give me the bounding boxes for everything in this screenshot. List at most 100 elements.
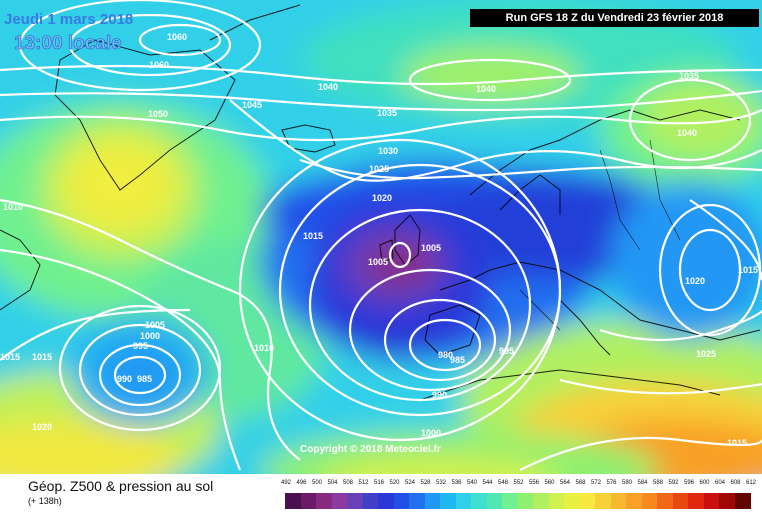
legend-swatch <box>502 493 518 509</box>
pressure-label: 1020 <box>32 422 52 432</box>
legend-swatch <box>719 493 735 509</box>
legend-tick-label: 552 <box>513 480 524 486</box>
legend-tick-label: 568 <box>575 480 586 486</box>
legend-swatch <box>285 493 301 509</box>
pressure-label: 1015 <box>738 265 758 275</box>
legend-swatch <box>595 493 611 509</box>
legend-swatch <box>471 493 487 509</box>
pressure-label: 1000 <box>140 331 160 341</box>
legend-tick-label: 496 <box>296 480 307 486</box>
legend-tick-label: 600 <box>699 480 710 486</box>
pressure-label: 985 <box>450 355 465 365</box>
legend-tick-label: 524 <box>405 480 416 486</box>
legend-swatch <box>657 493 673 509</box>
legend-tick-label: 512 <box>358 480 369 486</box>
pressure-label: 1005 <box>368 257 388 267</box>
legend-swatch <box>440 493 456 509</box>
pressure-label: 1015 <box>303 231 323 241</box>
pressure-label: 995 <box>499 346 514 356</box>
color-scale-legend: 492 496 500 504 508 512 516 520 524 528 532 536 540 5… <box>281 476 756 510</box>
legend-tick-label: 536 <box>451 480 462 486</box>
legend-tick-label: 544 <box>482 480 493 486</box>
pressure-label: 1000 <box>421 428 441 438</box>
pressure-label: 1015 <box>727 438 747 448</box>
legend-tick-label: 608 <box>730 480 741 486</box>
legend-swatch <box>548 493 565 509</box>
forecast-lead-time: (+ 138h) <box>28 496 62 506</box>
pressure-label: 1005 <box>421 243 441 253</box>
pressure-label: 980 <box>438 350 453 360</box>
legend-swatch <box>564 493 580 509</box>
pressure-label: 1035 <box>377 108 397 118</box>
legend-tick-label: 548 <box>498 480 509 486</box>
pressure-label: 1060 <box>149 60 169 70</box>
legend-swatch <box>409 493 425 509</box>
legend-swatch <box>533 493 549 509</box>
legend-tick-label: 532 <box>436 480 447 486</box>
legend-tick-label: 504 <box>327 480 338 486</box>
legend-swatch <box>626 493 642 509</box>
legend-tick-label: 576 <box>606 480 617 486</box>
legend-swatch <box>672 493 689 509</box>
legend-tick-label: 584 <box>637 480 648 486</box>
legend-swatch <box>362 493 379 509</box>
legend-swatch <box>347 493 363 509</box>
legend-tick-label: 564 <box>560 480 571 486</box>
legend-swatch <box>734 493 751 509</box>
pressure-label: 1015 <box>0 352 20 362</box>
pressure-label: 1045 <box>242 100 262 110</box>
legend-swatch <box>486 493 503 509</box>
legend-tick-label: 612 <box>746 480 757 486</box>
legend-tick-label: 500 <box>312 480 323 486</box>
weather-map: 1060 1060 1050 1045 1040 1040 1040 1035 … <box>0 0 762 474</box>
legend-tick-label: 596 <box>684 480 695 486</box>
pressure-label: 1040 <box>318 82 338 92</box>
legend-swatch <box>331 493 348 509</box>
pressure-label: 1035 <box>679 71 699 81</box>
model-run-label: Run GFS 18 Z du Vendredi 23 février 2018 <box>470 9 759 27</box>
copyright-notice: Copyright © 2018 Meteociel.fr <box>300 444 441 455</box>
legend-swatch <box>316 493 332 509</box>
pressure-label: 1005 <box>145 320 165 330</box>
isobars <box>0 0 762 470</box>
pressure-label: 1020 <box>685 276 705 286</box>
legend-swatch <box>393 493 410 509</box>
legend-swatch <box>610 493 627 509</box>
pressure-label: 1010 <box>254 343 274 353</box>
pressure-labels: 1060 1060 1050 1045 1040 1040 1040 1035 … <box>0 32 758 448</box>
legend-tick-label: 520 <box>389 480 400 486</box>
legend-tick-label: 516 <box>374 480 385 486</box>
pressure-label: 1010 <box>3 202 23 212</box>
legend-tick-label: 560 <box>544 480 555 486</box>
geopotential-field <box>0 0 762 474</box>
legend-swatch <box>688 493 704 509</box>
pressure-label: 1040 <box>476 84 496 94</box>
pressure-label: 1020 <box>372 193 392 203</box>
legend-swatch <box>455 493 472 509</box>
legend-tick-label: 588 <box>653 480 664 486</box>
forecast-date: Jeudi 1 mars 2018 <box>4 11 134 28</box>
pressure-label: 1040 <box>677 128 697 138</box>
legend-bar: Géop. Z500 & pression au sol (+ 138h) 49… <box>0 474 762 512</box>
chart-title: Géop. Z500 & pression au sol <box>28 478 214 494</box>
legend-tick-label: 572 <box>591 480 602 486</box>
legend-swatch <box>378 493 394 509</box>
pressure-label: 1025 <box>696 349 716 359</box>
legend-swatch <box>579 493 596 509</box>
legend-swatch <box>517 493 534 509</box>
pressure-label: 990 <box>432 390 447 400</box>
pressure-label: 1030 <box>378 146 398 156</box>
legend-swatch <box>424 493 441 509</box>
pressure-label: 1025 <box>369 164 389 174</box>
pressure-label: 995 <box>133 341 148 351</box>
legend-tick-label: 540 <box>467 480 478 486</box>
legend-swatch <box>641 493 658 509</box>
legend-tick-label: 508 <box>343 480 354 486</box>
legend-swatch <box>703 493 720 509</box>
pressure-label: 1015 <box>32 352 52 362</box>
legend-tick-label: 580 <box>622 480 633 486</box>
legend-swatch <box>300 493 317 509</box>
forecast-time: 13:00 locale <box>14 33 122 55</box>
pressure-label: 1060 <box>167 32 187 42</box>
